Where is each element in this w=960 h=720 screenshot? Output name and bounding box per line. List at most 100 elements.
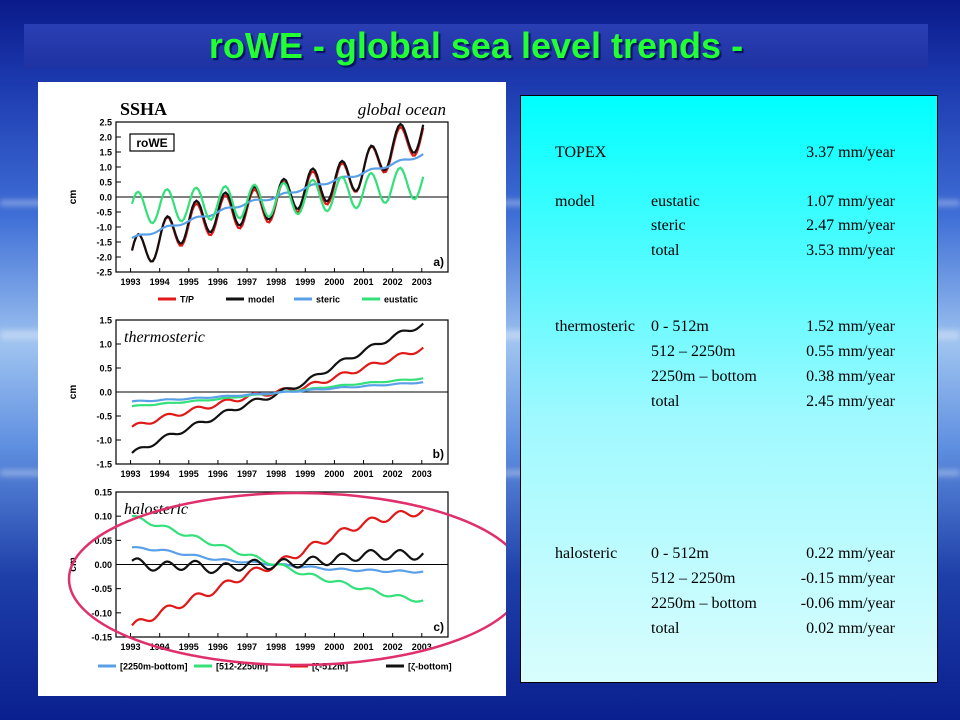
x-tick-label: 2001: [354, 642, 374, 652]
x-tick-label: 1998: [266, 469, 286, 479]
legend-label: [ζ-bottom]: [408, 662, 452, 672]
y-tick-label: -0.15: [91, 633, 112, 643]
table-row: halosteric 0 - 512m 0.22 mm/year: [521, 545, 937, 565]
x-tick-label: 2002: [383, 469, 403, 479]
y-tick-label: -0.5: [96, 208, 112, 218]
y-tick-label: -2.5: [96, 268, 112, 278]
table-cell-c2: 2250m – bottom: [651, 368, 757, 385]
table-cell-c3: 1.07 mm/year: [806, 193, 895, 210]
table-row: model eustatic 1.07 mm/year: [521, 193, 937, 213]
x-tick-label: 2001: [354, 277, 374, 287]
legend-label: [2250m-bottom]: [120, 662, 188, 672]
x-tick-label: 2002: [383, 277, 403, 287]
series-line-3: [131, 381, 424, 403]
series-line-0: [131, 545, 424, 574]
series-line-1: [131, 514, 424, 603]
x-tick-label: 1999: [295, 642, 315, 652]
table-cell-c2: 0 - 512m: [651, 318, 709, 335]
x-tick-label: 1998: [266, 642, 286, 652]
y-axis-label: cm: [68, 385, 79, 400]
table-row: thermosteric 0 - 512m 1.52 mm/year: [521, 318, 937, 338]
y-tick-label: -1.5: [96, 460, 112, 470]
table-cell-c2: 512 – 2250m: [651, 343, 736, 360]
y-tick-label: 1.0: [99, 163, 112, 173]
y-tick-label: 0.5: [99, 364, 112, 374]
table-row: 512 – 2250m 0.55 mm/year: [521, 343, 937, 363]
x-tick-label: 1997: [237, 642, 257, 652]
table-cell-c1: TOPEX: [555, 144, 607, 161]
y-tick-label: -0.5: [96, 412, 112, 422]
x-tick-label: 1994: [150, 277, 170, 287]
table-cell-c3: 0.55 mm/year: [806, 343, 895, 360]
x-tick-label: 1997: [237, 469, 257, 479]
table-cell-c2: 512 – 2250m: [651, 570, 736, 587]
x-tick-label: 1996: [208, 642, 228, 652]
y-tick-label: 2.5: [99, 118, 112, 128]
y-tick-label: 1.5: [99, 316, 112, 326]
x-tick-label: 1994: [150, 469, 170, 479]
series-line-0: [131, 346, 424, 428]
model-label: roWE: [136, 136, 167, 150]
table-cell-c1: halosteric: [555, 545, 618, 562]
table-cell-c1: thermosteric: [555, 318, 635, 335]
table-row: TOPEX 3.37 mm/year: [521, 144, 937, 164]
y-tick-label: -1.0: [96, 436, 112, 446]
x-tick-label: 1996: [208, 277, 228, 287]
figure-panel: SSHA global ocean 2.5 2.0 1.5 1.0 0.5 0.0 -0.5 -1…: [38, 82, 506, 696]
x-tick-label: 1997: [237, 277, 257, 287]
table-row: total 0.02 mm/year: [521, 620, 937, 640]
y-tick-label: 0.0: [99, 193, 112, 203]
y-tick-label: -1.5: [96, 238, 112, 248]
x-tick-label: 2001: [354, 469, 374, 479]
x-tick-label: 1993: [121, 642, 141, 652]
x-tick-label: 1995: [179, 277, 199, 287]
table-cell-c2: eustatic: [651, 193, 700, 210]
table-cell-c2: 2250m – bottom: [651, 595, 757, 612]
x-tick-label: 2000: [324, 642, 344, 652]
legend-label: [512-2250m]: [216, 662, 268, 672]
x-tick-label: 2003: [412, 469, 432, 479]
x-tick-label: 1999: [295, 277, 315, 287]
y-tick-label: 0.0: [99, 388, 112, 398]
table-row: total 3.53 mm/year: [521, 242, 937, 262]
x-tick-label: 1995: [179, 642, 199, 652]
title-bar: roWE - global sea level trends -: [24, 24, 928, 68]
y-tick-label: 0.05: [94, 536, 112, 546]
y-tick-label: 0.10: [94, 512, 112, 522]
panel-tag: c): [433, 620, 444, 634]
slide-title: roWE - global sea level trends -: [208, 25, 744, 66]
y-tick-label: 0.5: [99, 178, 112, 188]
table-row: total 2.45 mm/year: [521, 393, 937, 413]
table-row: 2250m – bottom 0.38 mm/year: [521, 368, 937, 388]
table-cell-c2: steric: [651, 217, 686, 234]
panel-tag: b): [433, 447, 444, 461]
figure-header-left: SSHA: [120, 99, 167, 119]
y-tick-label: -2.0: [96, 253, 112, 263]
legend-label: steric: [316, 295, 340, 305]
series-line-3: [130, 166, 425, 225]
table-row: steric 2.47 mm/year: [521, 217, 937, 237]
y-tick-label: 0.15: [94, 488, 112, 498]
table-cell-c3: 2.45 mm/year: [806, 393, 895, 410]
panel-tag: a): [433, 255, 444, 269]
table-row: 2250m – bottom -0.06 mm/year: [521, 595, 937, 615]
table-cell-c3: 0.38 mm/year: [806, 368, 895, 385]
series-line-3: [131, 548, 425, 575]
table-cell-c2: total: [651, 620, 680, 637]
x-tick-label: 1996: [208, 469, 228, 479]
figure-header-right: global ocean: [358, 100, 446, 119]
y-tick-label: 1.0: [99, 340, 112, 350]
model-label-box: [129, 133, 175, 152]
x-tick-label: 2002: [383, 642, 403, 652]
y-tick-label: -0.05: [91, 584, 112, 594]
x-tick-label: 2000: [324, 469, 344, 479]
table-cell-c3: 3.53 mm/year: [806, 242, 895, 259]
legend-label: model: [248, 295, 275, 305]
y-tick-label: 2.0: [99, 133, 112, 143]
table-cell-c1: model: [555, 193, 595, 210]
panel-title: thermosteric: [124, 329, 205, 346]
x-tick-label: 2000: [324, 277, 344, 287]
figure-chart: SSHA global ocean 2.5 2.0 1.5 1.0 0.5 0.0 -0.5 -1…: [67, 99, 506, 672]
highlight-ellipse: [67, 491, 506, 667]
table-cell-c2: 0 - 512m: [651, 545, 709, 562]
